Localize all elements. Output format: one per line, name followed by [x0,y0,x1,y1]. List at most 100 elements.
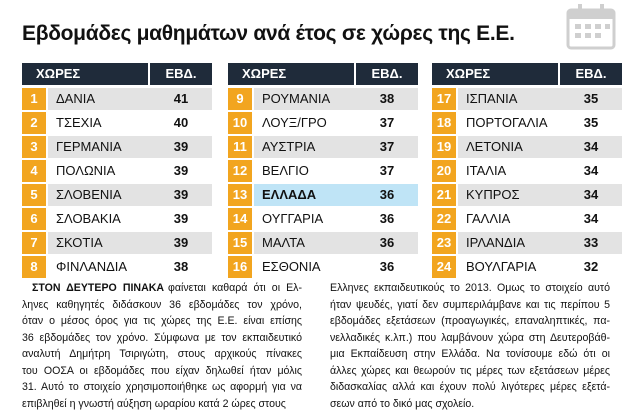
header-country: ΧΩΡΕΣ [22,63,148,85]
body-text-line: επιβληθεί η γνωστή αύξηση ωραρίου κατά 2… [22,397,286,410]
rank: 14 [228,208,252,230]
weeks: 34 [583,211,599,226]
country: ΕΣΘΟΝΙΑ [262,259,321,274]
rank: 22 [432,208,456,230]
rank: 7 [22,232,46,254]
row-background [48,88,212,110]
country: ΒΟΥΛΓΑΡΙΑ [466,259,537,274]
row-background [254,136,418,158]
row-background [48,112,212,134]
rank: 6 [22,208,46,230]
country: ΣΛΟΒΕΝΙΑ [56,187,122,202]
body-text-line: όταν ο μέσος όρος για τις χώρες της Ε.Ε.… [22,315,302,327]
weeks: 40 [173,115,189,130]
rank: 23 [432,232,456,254]
country: ΛΟΥΞ/ΓΡΟ [262,115,327,130]
rank: 8 [22,256,46,278]
row-background [458,232,622,254]
weeks: 36 [379,235,395,250]
rank: 24 [432,256,456,278]
rank: 17 [432,88,456,110]
body-text-line: μια Εκπαίδευση στην Ελλάδα. Να τονίσουμε… [330,348,610,360]
row-background [458,208,622,230]
body-text-line: εβδομάδες εξετάσεων (προαγωγικές, επαναλ… [330,315,610,327]
rank: 4 [22,160,46,182]
row-background [458,136,622,158]
country: ΠΟΡΤΟΓΑΛΙΑ [466,115,548,130]
rank: 16 [228,256,252,278]
rank: 9 [228,88,252,110]
lead-text: ΣΤΟΝ ΔΕΥΤΕΡΟ ΠΙΝΑΚΑ [32,282,165,294]
rank: 2 [22,112,46,134]
row-background [254,256,418,278]
body-text-line: νελλαδικές κ.λπ.) που λαμβάνουν χώρα στη… [330,331,610,344]
weeks: 33 [583,235,599,250]
weeks: 35 [583,115,599,130]
country: ΦΙΝΛΑΝΔΙΑ [56,259,128,274]
country: ΚΥΠΡΟΣ [466,187,520,202]
weeks: 34 [583,139,599,154]
row-background [458,184,622,206]
row-background [458,88,622,110]
rank: 13 [228,184,252,206]
row-background [254,88,418,110]
row-background [48,208,212,230]
rank: 15 [228,232,252,254]
body-text-line: ήταν ψευδές, γιατί δεν συμπεριλάμβανε κα… [330,298,610,311]
calendar-icon [566,4,616,50]
row-background [48,256,212,278]
rank: 3 [22,136,46,158]
header-weeks: ΕΒΔ. [150,63,212,85]
body-text: φαίνεται καθαρά ότι οι Ελ- [168,282,302,294]
country: ΔΑΝΙΑ [56,91,96,106]
country: ΣΛΟΒΑΚΙΑ [56,211,121,226]
body-text-line: του ΟΟΣΑ οι εβδομάδες που είχαν δηλωθεί … [22,364,302,377]
country: ΑΥΣΤΡΙΑ [262,139,316,154]
weeks: 37 [379,115,395,130]
rank: 20 [432,160,456,182]
country: ΣΚΟΤΙΑ [56,235,103,250]
weeks: 37 [379,163,395,178]
row-background [458,160,622,182]
row-background [48,232,212,254]
row-background [254,208,418,230]
rank: 5 [22,184,46,206]
weeks: 36 [379,211,395,226]
rank: 1 [22,88,46,110]
weeks: 34 [583,187,599,202]
country: ΕΛΛΑΔΑ [262,187,317,202]
row-background [254,232,418,254]
body-text-line: 31. Αυτό το στοιχείο χρησιμοποιήθηκε ως … [22,381,302,393]
body-text-line: Ελληνες εκπαιδευτικούς το 2013. Ομως το … [330,282,610,294]
weeks: 39 [173,187,189,202]
rank: 21 [432,184,456,206]
body-text-line: ληνες καθηγητές διδάσκουν 36 εβδομάδες τ… [22,298,302,311]
body-text-line: 36 εβδομάδες τον χρόνο. Σύμφωνα με τον ε… [22,331,302,344]
body-text-line: διδασκαλίας αλλά και έχουν πολύ λιγότερε… [330,381,610,393]
rank: 18 [432,112,456,134]
weeks: 39 [173,163,189,178]
country: ΟΥΓΓΑΡΙΑ [262,211,324,226]
weeks: 39 [173,211,189,226]
weeks: 38 [379,91,395,106]
country: ΛΕΤΟΝΙΑ [466,139,523,154]
weeks: 39 [173,139,189,154]
country: ΙΣΠΑΝΙΑ [466,91,518,106]
body-text-line: άλλες χώρες και θεωρούν τις μέρες των εξ… [330,364,610,377]
weeks: 36 [379,187,395,202]
body-text-line: αναλυτή Δημήτρη Τσιριγώτη, στους αρχικού… [22,348,302,360]
country: ΠΟΛΩΝΙΑ [56,163,116,178]
weeks: 41 [173,91,189,106]
country: ΙΡΛΑΝΔΙΑ [466,235,526,250]
row-background [254,160,418,182]
rank: 10 [228,112,252,134]
row-background [48,160,212,182]
header-weeks: ΕΒΔ. [356,63,418,85]
rank: 12 [228,160,252,182]
country: ΓΕΡΜΑΝΙΑ [56,139,122,154]
row-background [458,112,622,134]
weeks: 36 [379,259,395,274]
country: ΓΑΛΛΙΑ [466,211,511,226]
weeks: 34 [583,163,599,178]
